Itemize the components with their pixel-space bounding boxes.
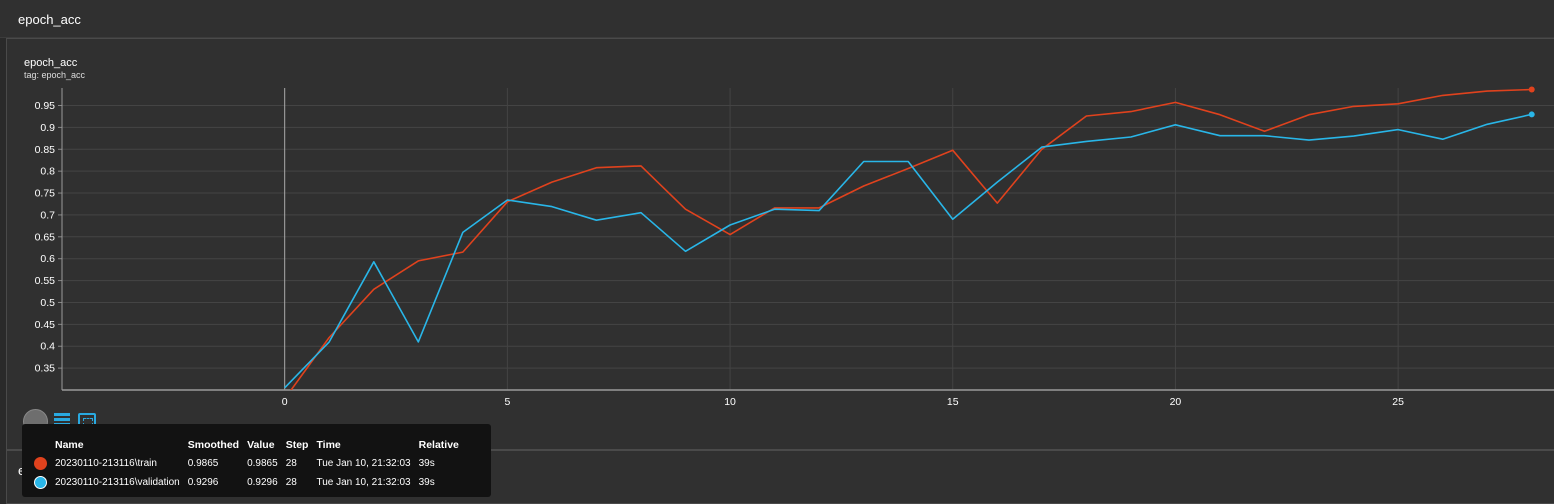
table-row: 20230110-213116\validation 0.9296 0.9296… <box>30 473 463 492</box>
section-header[interactable]: epoch_acc <box>0 0 1554 38</box>
row-name: 20230110-213116\train <box>55 458 157 469</box>
col-time: Time <box>316 439 341 451</box>
row-smoothed: 0.9865 <box>187 458 219 469</box>
grid <box>62 88 1554 390</box>
row-step: 28 <box>285 458 297 469</box>
row-time: Tue Jan 10, 21:32:03 <box>316 458 411 469</box>
chart-card: epoch_acc tag: epoch_acc <box>6 38 1554 450</box>
x-tick-label: 0 <box>282 396 288 408</box>
y-tick-label: 0.75 <box>35 188 56 200</box>
col-relative: Relative <box>418 439 459 451</box>
chart-tooltip: Name Smoothed Value Step Time Relative 2… <box>22 424 491 497</box>
x-tick-label: 20 <box>1170 396 1182 408</box>
row-time: Tue Jan 10, 21:32:03 <box>316 477 411 488</box>
y-tick-label: 0.85 <box>35 144 56 156</box>
row-value: 0.9865 <box>247 458 278 469</box>
col-name: Name <box>55 439 84 451</box>
train-color-swatch <box>34 457 47 470</box>
y-tick-label: 0.7 <box>40 209 55 221</box>
validation-color-swatch <box>34 476 47 489</box>
y-tick-label: 0.45 <box>35 319 56 331</box>
col-smoothed: Smoothed <box>187 439 240 451</box>
chart-title: epoch_acc <box>24 57 78 69</box>
table-row: 20230110-213116\train 0.9865 0.9865 28 T… <box>30 454 463 473</box>
y-tick-label: 0.65 <box>35 231 56 243</box>
row-smoothed: 0.9296 <box>187 477 219 488</box>
y-tick-label: 0.35 <box>35 363 56 375</box>
validation-endpoint <box>1528 111 1535 118</box>
y-tick-label: 0.9 <box>40 122 55 134</box>
col-value: Value <box>247 439 275 451</box>
x-tick-label: 10 <box>724 396 736 408</box>
x-tick-label: 15 <box>947 396 959 408</box>
y-tick-label: 0.6 <box>40 253 55 265</box>
tooltip-table: Name Smoothed Value Step Time Relative 2… <box>30 437 463 492</box>
row-relative: 39s <box>418 458 435 469</box>
row-name: 20230110-213116\validation <box>55 477 180 488</box>
x-tick-label: 25 <box>1392 396 1404 408</box>
y-tick-label: 0.55 <box>35 275 56 287</box>
y-tick-label: 0.8 <box>40 166 55 178</box>
y-tick-label: 0.95 <box>35 100 56 112</box>
train-endpoint <box>1528 86 1535 93</box>
x-tick-label: 5 <box>504 396 510 408</box>
col-step: Step <box>285 439 309 451</box>
y-tick-label: 0.5 <box>40 297 55 309</box>
row-step: 28 <box>285 477 297 488</box>
series <box>284 86 1535 390</box>
y-tick-label: 0.4 <box>40 341 55 353</box>
row-relative: 39s <box>418 477 435 488</box>
axes: 0.35 0.4 0.45 0.5 0.55 0.6 0.65 0.7 0.75 0.8 0.85 0… <box>35 88 1554 408</box>
chart-tag: tag: epoch_acc <box>24 70 86 80</box>
row-value: 0.9296 <box>247 477 278 488</box>
section-title: epoch_acc <box>18 12 81 27</box>
validation-series-line <box>284 113 1532 389</box>
train-series-line <box>290 88 1532 390</box>
